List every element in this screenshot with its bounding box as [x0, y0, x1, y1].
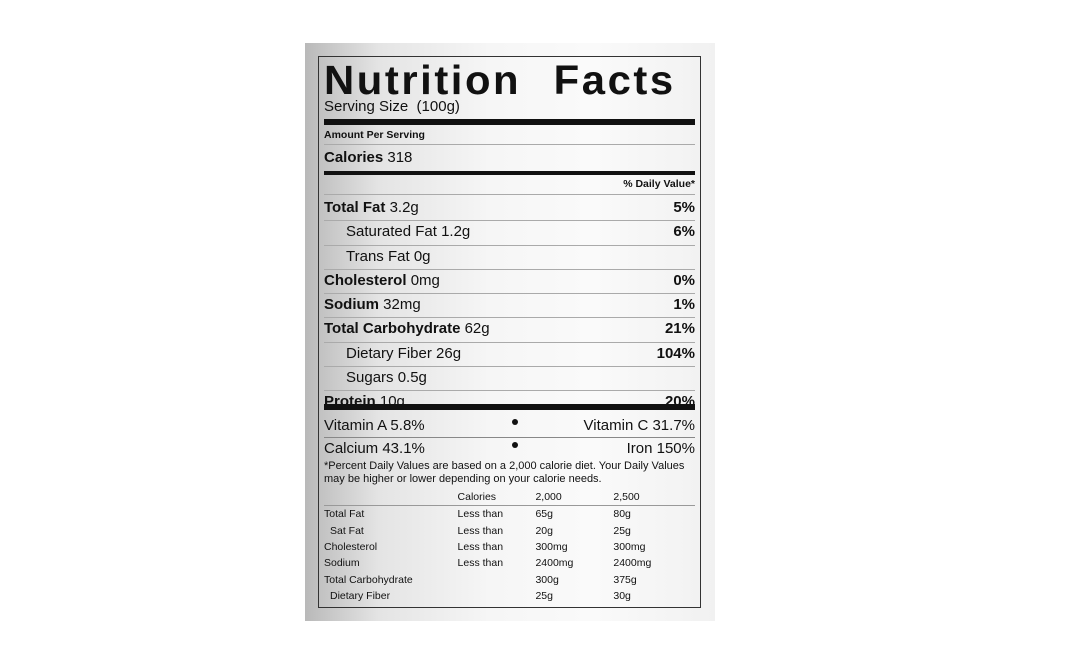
table-cell: 2400mg: [613, 557, 652, 570]
table-row: Cholesterol Less than 300mg 300mg: [324, 539, 695, 555]
nutrient-amount: 0g: [413, 247, 431, 265]
bullet-icon: [512, 419, 518, 425]
table-cell: 80g: [613, 508, 631, 521]
nutrient-label: Cholesterol: [324, 271, 407, 289]
nutrient-name: Sugars 0.5g: [324, 367, 427, 389]
table-row: Total Fat Less than 65g 80g: [324, 506, 695, 523]
nutrient-row: Trans Fat 0g: [324, 246, 695, 270]
nutrient-daily-value: 6%: [673, 223, 695, 241]
table-cell: 2,500: [613, 491, 640, 504]
table-cell: 25g: [535, 589, 553, 602]
thick-divider: [324, 119, 695, 125]
vitamin-list: Vitamin A 5.8% Vitamin C 31.7% Calcium 43…: [324, 415, 695, 460]
calories-label: Calories: [324, 149, 384, 166]
table-cell: 300g: [535, 573, 559, 586]
table-cell: 20g: [535, 524, 553, 537]
table-cell: Dietary Fiber: [330, 589, 391, 602]
nutrient-name: Sodium 32mg: [324, 294, 421, 316]
nutrient-daily-value: 20%: [664, 393, 695, 411]
nutrient-amount: 26g: [436, 344, 462, 362]
table-cell: 375g: [613, 573, 637, 586]
nutrient-row: Saturated Fat 1.2g 6%: [324, 221, 695, 246]
table-row: Sat Fat Less than 20g 25g: [324, 523, 695, 539]
nutrient-amount: 3.2g: [389, 199, 419, 216]
table-cell: Less than: [457, 508, 504, 521]
nutrition-facts-panel: Nutrition Facts Serving Size (100g) Amou…: [318, 56, 701, 608]
table-cell: Calories: [457, 491, 497, 504]
table-cell: [324, 489, 458, 506]
table-header-row: Calories 2,000 2,500: [324, 489, 695, 506]
nutrient-amount: 0mg: [410, 271, 440, 289]
table-cell: [458, 571, 536, 587]
nutrient-name: Total Fat 3.2g: [324, 197, 419, 219]
table-cell: 25g: [613, 524, 631, 537]
table-cell: 2400mg: [535, 557, 574, 570]
nutrient-row: Total Carbohydrate 62g 21%: [324, 318, 695, 343]
nutrient-amount: 1.2g: [441, 223, 471, 241]
table-cell: 65g: [535, 508, 553, 521]
nutrient-amount: 62g: [464, 320, 490, 338]
nutrient-row: Sodium 32mg 1%: [324, 294, 695, 319]
table-cell: Sat Fat: [330, 524, 364, 537]
iron: Iron 150%: [626, 440, 695, 457]
table-cell: Less than: [457, 541, 504, 554]
table-cell: Sodium: [324, 557, 360, 570]
calories-row: Calories 318: [324, 149, 695, 169]
nutrient-label: Saturated Fat: [346, 223, 437, 241]
table-cell: 300mg: [613, 541, 646, 554]
nutrient-amount: 32mg: [383, 296, 421, 314]
bullet-icon: [512, 442, 518, 448]
table-cell: Total Carbohydrate: [324, 573, 413, 586]
nutrient-row: Dietary Fiber 26g 104%: [324, 343, 695, 368]
nutrient-name: Total Carbohydrate 62g: [324, 318, 490, 340]
table-cell: Less than: [457, 557, 504, 570]
table-row: Sodium Less than 2400mg 2400mg: [324, 555, 695, 571]
table-row: Total Carbohydrate 300g 375g: [324, 571, 695, 587]
nutrient-daily-value: 1%: [673, 296, 695, 314]
vitamin-c: Vitamin C 31.7%: [583, 417, 695, 434]
daily-value-header: % Daily Value*: [324, 178, 695, 195]
vitamin-row: Calcium 43.1% Iron 150%: [324, 438, 695, 460]
amount-per-serving: Amount Per Serving: [324, 129, 695, 145]
medium-divider: [324, 171, 695, 175]
calcium: Calcium 43.1%: [324, 440, 425, 457]
table-cell: Total Fat: [324, 508, 365, 521]
footnote: *Percent Daily Values are based on a 2,0…: [324, 460, 685, 485]
serving-size: Serving Size (100g): [324, 98, 460, 115]
nutrition-label-card: Nutrition Facts Serving Size (100g) Amou…: [305, 43, 715, 621]
nutrient-name: Protein 10g: [324, 391, 405, 413]
reference-table: Calories 2,000 2,500 Total Fat Less than 65g 8…: [324, 489, 695, 604]
label-title: Nutrition Facts: [324, 57, 676, 103]
nutrient-row: Cholesterol 0mg 0%: [324, 270, 695, 295]
nutrient-name: Dietary Fiber 26g: [324, 343, 461, 365]
table-row: Dietary Fiber 25g 30g: [324, 588, 695, 604]
nutrient-label: Total Carbohydrate: [324, 320, 461, 338]
nutrient-amount: 0.5g: [397, 369, 427, 387]
nutrient-label: Sodium: [324, 296, 379, 314]
nutrient-row: Sugars 0.5g: [324, 367, 695, 392]
nutrient-list: Total Fat 3.2g 5% Saturated Fat 1.2g 6% Tran…: [324, 197, 695, 415]
table-cell: 2,000: [535, 491, 562, 504]
table-cell: Cholesterol: [324, 541, 378, 554]
table-cell: 30g: [613, 589, 631, 602]
nutrient-label: Sugars: [346, 369, 394, 387]
vitamin-row: Vitamin A 5.8% Vitamin C 31.7%: [324, 415, 695, 438]
thick-divider: [324, 404, 695, 410]
vitamin-a: Vitamin A 5.8%: [324, 417, 425, 434]
nutrient-daily-value: 5%: [673, 199, 695, 216]
nutrient-label: Dietary Fiber: [346, 344, 432, 362]
nutrient-daily-value: 21%: [664, 320, 695, 338]
nutrient-row: Total Fat 3.2g 5%: [324, 197, 695, 222]
nutrient-name: Trans Fat 0g: [324, 246, 431, 268]
table-cell: [458, 588, 536, 604]
calories-value: 318: [387, 149, 413, 166]
nutrient-name: Saturated Fat 1.2g: [324, 221, 470, 243]
nutrient-label: Trans Fat: [346, 247, 410, 265]
nutrient-name: Cholesterol 0mg: [324, 270, 440, 292]
table-cell: 300mg: [535, 541, 568, 554]
nutrient-daily-value: 104%: [656, 344, 695, 362]
table-cell: Less than: [457, 524, 504, 537]
nutrient-daily-value: 0%: [673, 271, 695, 289]
nutrient-label: Total Fat: [324, 199, 386, 216]
